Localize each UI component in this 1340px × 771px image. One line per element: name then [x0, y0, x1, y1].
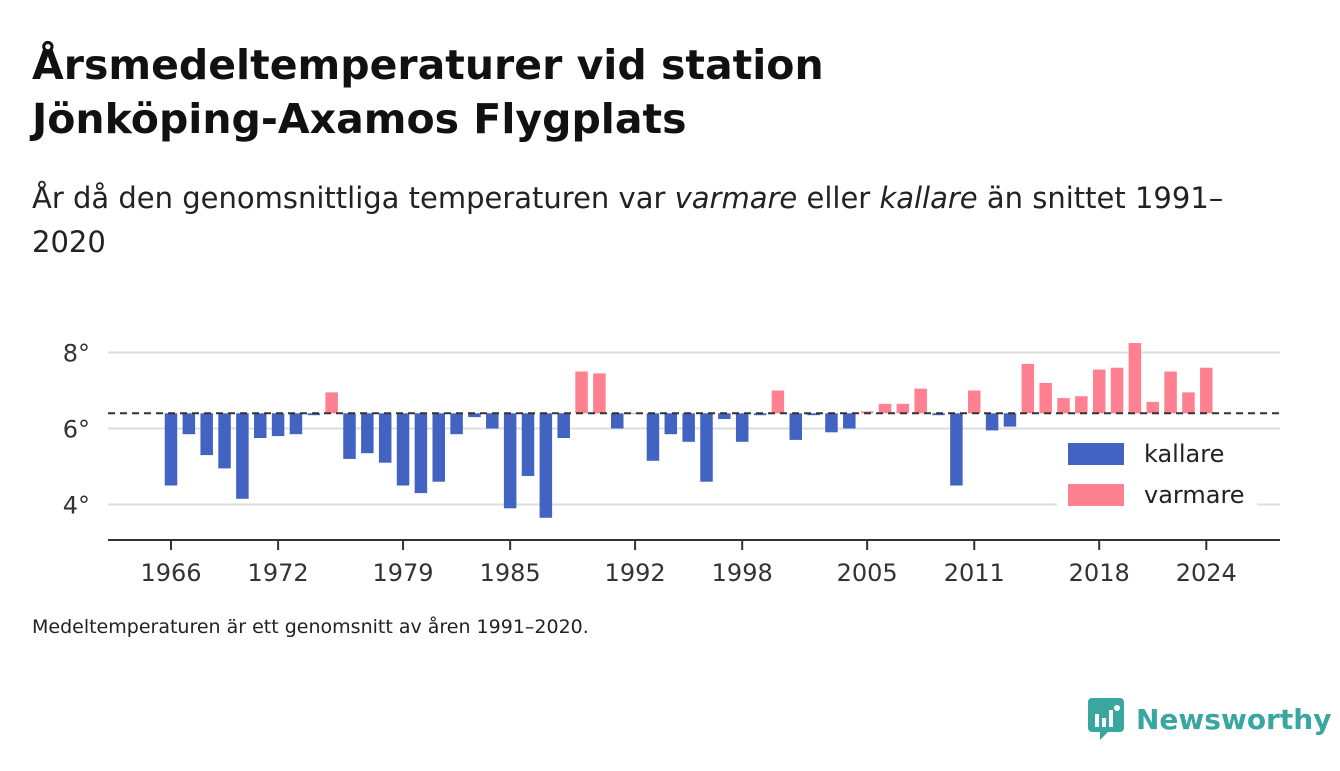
bar-kallare: [807, 413, 820, 416]
bar-varmare: [325, 392, 338, 414]
bar-varmare: [1075, 396, 1088, 414]
bar-kallare: [646, 413, 660, 461]
bars: [164, 343, 1213, 518]
bar-kallare: [611, 413, 624, 429]
bar-varmare: [1057, 398, 1070, 414]
bar-kallare: [271, 413, 285, 437]
brand-logo: Newsworthy: [1088, 698, 1331, 740]
bar-varmare: [628, 413, 642, 415]
x-tick-label: 2011: [944, 559, 1005, 587]
bar-kallare: [182, 413, 196, 435]
subtitle-emphasis-warmer: varmare: [674, 181, 798, 215]
bar-kallare: [985, 413, 999, 431]
footnote: Medeltemperaturen är ett genomsnitt av å…: [32, 616, 589, 638]
bar-kallare: [164, 413, 178, 486]
bar-kallare: [218, 413, 231, 469]
bar-kallare: [735, 413, 749, 442]
title-line-1: Årsmedeltemperaturer vid station: [32, 41, 824, 89]
bar-varmare: [878, 403, 892, 414]
y-tick-label: 4°: [63, 492, 90, 520]
bar-kallare: [200, 413, 213, 456]
bar-kallare: [700, 413, 713, 482]
x-tick-label: 1979: [373, 559, 434, 587]
bar-varmare: [1182, 392, 1195, 414]
bar-varmare: [1021, 363, 1035, 414]
bar-kallare: [539, 413, 553, 518]
legend-swatch-kallare: [1068, 443, 1124, 465]
x-tick-label: 2024: [1176, 559, 1237, 587]
bar-varmare: [1128, 343, 1142, 414]
subtitle-emphasis-colder: kallare: [879, 181, 978, 215]
bar-kallare: [450, 413, 463, 435]
bar-varmare: [593, 373, 606, 414]
bar-varmare: [896, 403, 910, 414]
x-tick-label: 1966: [140, 559, 201, 587]
bar-varmare: [1146, 401, 1159, 414]
bar-varmare: [575, 371, 588, 414]
bar-kallare: [432, 413, 445, 482]
bar-varmare: [771, 390, 785, 414]
chart-subtitle: År då den genomsnittliga temperaturen va…: [32, 176, 1292, 264]
brand-name: Newsworthy: [1136, 702, 1332, 736]
y-tick-label: 6°: [63, 416, 90, 444]
y-tick-label: 8°: [63, 340, 90, 368]
x-tick-label: 1985: [480, 559, 541, 587]
bar-varmare: [914, 388, 927, 414]
bar-varmare: [1200, 367, 1213, 414]
bar-kallare: [503, 413, 517, 509]
bar-kallare: [950, 413, 963, 486]
bar-kallare: [236, 413, 249, 499]
bar-kallare: [378, 413, 392, 463]
bar-varmare: [968, 390, 981, 414]
x-axis-ticks: 1966 1972 1979 1985 1992 1998 2005 2011 2018 2024: [140, 540, 1237, 587]
bar-kallare: [557, 413, 570, 438]
bar-kallare: [843, 413, 856, 429]
x-tick-label: 2005: [837, 559, 898, 587]
bar-kallare: [414, 413, 428, 494]
x-tick-label: 2018: [1069, 559, 1130, 587]
title-line-2: Jönköping-Axamos Flygplats: [32, 95, 687, 143]
bar-varmare: [1110, 367, 1124, 414]
bar-kallare: [521, 413, 535, 476]
legend-label-varmare: varmare: [1144, 481, 1245, 509]
subtitle-part-2: eller: [797, 181, 880, 215]
bar-kallare: [825, 413, 838, 433]
bar-kallare: [486, 413, 499, 429]
bar-varmare: [1039, 382, 1052, 414]
bar-kallare: [254, 413, 267, 438]
bar-kallare: [396, 413, 410, 486]
bar-kallare: [682, 413, 695, 442]
bar-kallare: [789, 413, 802, 440]
x-tick-label: 1972: [248, 559, 309, 587]
x-tick-label: 1998: [712, 559, 773, 587]
x-tick-label: 1992: [605, 559, 666, 587]
bar-varmare: [1092, 369, 1106, 414]
bar-kallare: [343, 413, 356, 459]
bar-kallare: [361, 413, 374, 454]
temperature-bar-chart: 4° 6° 8° 1966 1972 1979 1985 1992 1998 2005 2011 2…: [63, 340, 1280, 587]
bar-kallare: [289, 413, 303, 435]
legend-swatch-varmare: [1068, 484, 1124, 506]
legend-label-kallare: kallare: [1144, 440, 1224, 468]
legend: kallare varmare: [1057, 432, 1257, 518]
subtitle-part-3: än snittet 1991–2020: [32, 181, 1224, 259]
bar-varmare: [1164, 371, 1177, 414]
bar-kallare: [718, 413, 731, 419]
bar-kallare: [468, 413, 481, 418]
bar-kallare: [664, 413, 678, 435]
subtitle-part-1: År då den genomsnittliga temperaturen va…: [32, 181, 675, 215]
chart-title: Årsmedeltemperaturer vid station Jönköpi…: [32, 38, 1032, 146]
bar-chart-bubble-icon: [1088, 698, 1124, 740]
bar-kallare: [1003, 413, 1017, 427]
y-axis-ticks: 4° 6° 8°: [63, 340, 90, 520]
